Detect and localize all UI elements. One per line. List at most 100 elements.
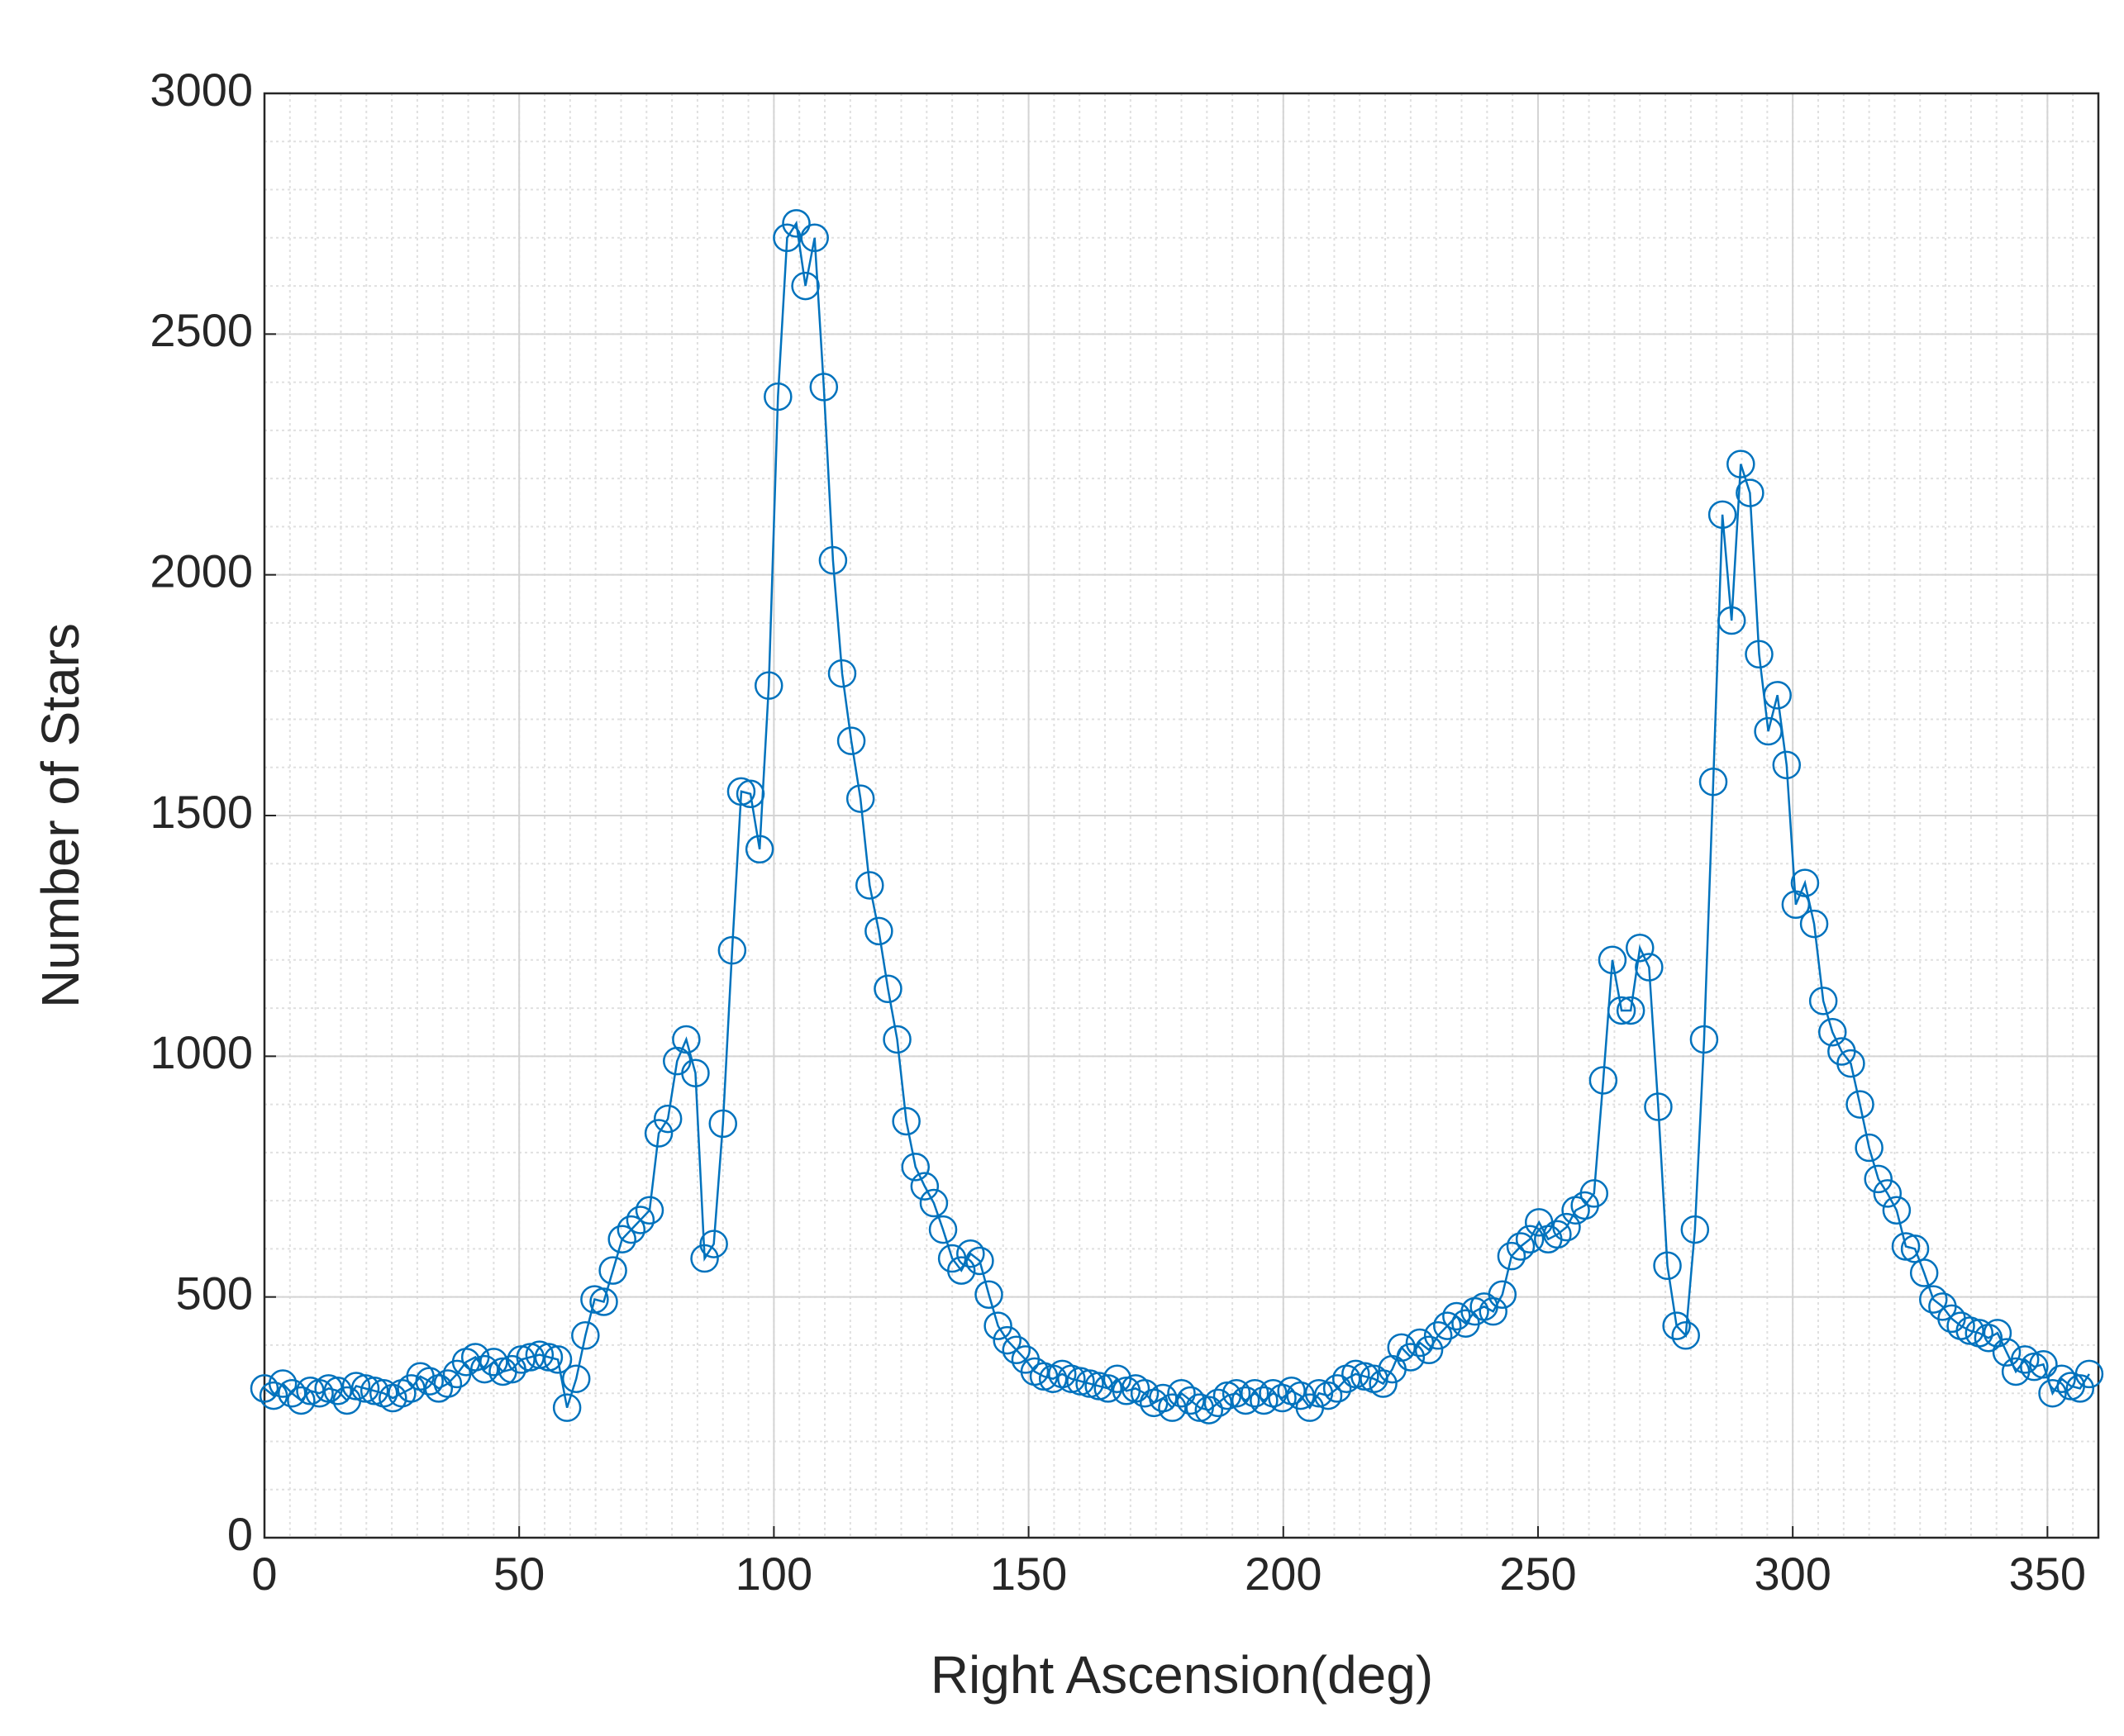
data-marker xyxy=(928,1215,958,1244)
data-marker xyxy=(1607,996,1636,1025)
x-tick-label: 100 xyxy=(736,1548,812,1600)
data-marker xyxy=(1241,1378,1269,1408)
data-marker xyxy=(827,659,857,688)
data-marker xyxy=(1790,868,1820,897)
data-marker xyxy=(1433,1311,1462,1340)
data-marker xyxy=(2074,1359,2104,1389)
data-marker xyxy=(809,373,839,402)
y-axis-label: Number of Stars xyxy=(31,623,90,1008)
data-marker xyxy=(1268,1383,1297,1413)
data-marker xyxy=(736,779,765,809)
data-marker xyxy=(864,916,893,946)
data-marker xyxy=(764,382,793,411)
data-marker xyxy=(415,1367,444,1396)
data-marker xyxy=(2047,1364,2076,1393)
data-marker xyxy=(1919,1285,1948,1314)
data-marker xyxy=(250,1374,279,1403)
plot-frame xyxy=(263,92,2100,1539)
data-marker xyxy=(1322,1374,1352,1403)
data-marker xyxy=(754,671,783,700)
data-marker xyxy=(993,1325,1022,1355)
data-marker xyxy=(1414,1335,1444,1365)
data-marker xyxy=(1588,1066,1618,1095)
data-marker xyxy=(974,1280,1003,1310)
data-marker xyxy=(1808,987,1838,1015)
data-marker xyxy=(845,784,875,813)
data-marker xyxy=(818,545,848,575)
data-marker xyxy=(1626,933,1655,963)
data-marker xyxy=(1717,606,1746,635)
data-marker xyxy=(1644,1092,1673,1121)
data-marker xyxy=(965,1246,994,1276)
data-marker xyxy=(1203,1388,1233,1418)
data-marker xyxy=(1992,1338,2022,1367)
data-marker xyxy=(1506,1232,1536,1261)
data-marker xyxy=(1579,1179,1609,1208)
data-marker xyxy=(571,1321,600,1350)
data-marker xyxy=(1745,640,1774,669)
data-marker xyxy=(1423,1321,1453,1350)
x-tick-label: 50 xyxy=(493,1548,545,1600)
y-tick-label: 500 xyxy=(176,1267,253,1319)
data-marker xyxy=(1662,1311,1691,1340)
data-marker xyxy=(1543,1220,1572,1249)
data-marker xyxy=(1698,767,1728,797)
data-marker xyxy=(1763,681,1792,710)
data-marker xyxy=(268,1369,298,1398)
data-marker xyxy=(874,974,902,1004)
data-marker xyxy=(1222,1378,1251,1408)
data-marker xyxy=(278,1378,307,1408)
data-marker xyxy=(1817,1017,1847,1047)
data-marker xyxy=(589,1287,618,1316)
data-marker xyxy=(1250,1386,1279,1415)
data-marker xyxy=(617,1215,646,1244)
x-axis-label: Right Ascension(deg) xyxy=(931,1645,1433,1705)
data-marker xyxy=(1845,1090,1874,1119)
data-marker xyxy=(433,1369,463,1398)
data-marker xyxy=(1515,1225,1545,1253)
data-marker xyxy=(681,1058,710,1087)
data-marker xyxy=(1707,500,1737,530)
data-marker xyxy=(1158,1393,1187,1422)
data-marker xyxy=(1754,716,1783,746)
data-marker xyxy=(1689,1025,1719,1054)
data-marker xyxy=(626,1206,655,1234)
data-marker xyxy=(1671,1321,1700,1350)
data-marker xyxy=(1836,1049,1865,1078)
data-marker xyxy=(983,1311,1012,1340)
y-tick-label: 2500 xyxy=(150,304,253,356)
data-marker xyxy=(598,1256,627,1285)
data-marker xyxy=(708,1109,737,1139)
data-marker xyxy=(1488,1280,1517,1310)
data-marker xyxy=(1882,1196,1912,1225)
data-marker xyxy=(672,1025,701,1054)
x-tick-label: 300 xyxy=(1754,1548,1831,1600)
data-marker xyxy=(1313,1381,1343,1410)
data-marker xyxy=(690,1244,719,1273)
data-marker xyxy=(1983,1319,2012,1348)
data-marker xyxy=(287,1386,316,1415)
data-marker xyxy=(1598,945,1627,975)
data-marker xyxy=(323,1377,353,1405)
data-marker xyxy=(543,1345,573,1374)
data-marker xyxy=(1405,1328,1435,1358)
data-marker xyxy=(2065,1374,2095,1403)
data-marker xyxy=(1616,996,1645,1025)
data-marker xyxy=(2038,1378,2067,1408)
data-marker xyxy=(946,1256,976,1285)
data-marker xyxy=(1176,1386,1205,1415)
data-marker xyxy=(1736,478,1764,507)
data-marker xyxy=(1653,1251,1682,1281)
data-marker xyxy=(791,271,820,301)
data-marker xyxy=(910,1172,940,1201)
data-marker xyxy=(1231,1386,1260,1415)
data-marker xyxy=(1369,1369,1398,1398)
data-marker xyxy=(745,835,774,864)
data-marker xyxy=(1130,1378,1160,1408)
data-marker xyxy=(470,1354,499,1384)
data-marker xyxy=(901,1153,930,1182)
data-marker xyxy=(717,935,747,965)
